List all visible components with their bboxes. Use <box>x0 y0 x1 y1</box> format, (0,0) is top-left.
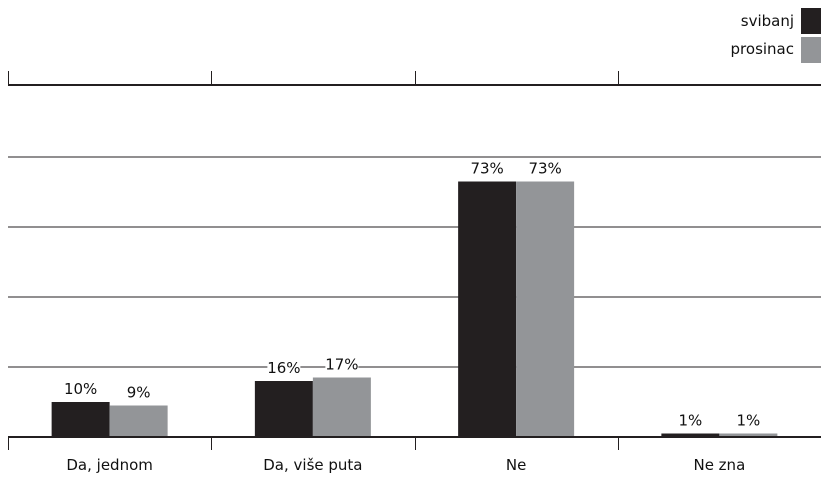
data-label-bg <box>64 379 98 398</box>
bar-prosinac <box>312 377 371 437</box>
bar-prosinac <box>516 181 575 437</box>
data-label-bg <box>126 382 151 402</box>
category-label: Ne zna <box>693 456 745 474</box>
data-label: 16% <box>267 359 300 377</box>
bars <box>51 181 778 437</box>
data-label: 73% <box>470 160 503 178</box>
data-label-bg <box>678 410 703 430</box>
data-labels: 10% 9% 16% 17% 73% 73% 1% 1% <box>64 158 761 430</box>
data-label-bg <box>325 354 359 374</box>
data-label: 1% <box>678 412 702 430</box>
legend-label-prosinac: prosinac <box>731 40 794 58</box>
bar-svibanj <box>51 402 110 437</box>
data-label: 73% <box>528 160 561 178</box>
data-label: 1% <box>736 412 760 430</box>
category-label: Ne <box>506 456 526 474</box>
legend-swatch-svibanj <box>801 8 821 34</box>
data-label: 17% <box>325 356 358 374</box>
legend: svibanj prosinac <box>731 8 821 63</box>
bar-svibanj <box>254 381 313 437</box>
legend-label-svibanj: svibanj <box>741 12 794 30</box>
category-label: Da, jednom <box>66 456 153 474</box>
bar-prosinac <box>109 405 168 437</box>
gridlines <box>8 156 821 368</box>
legend-swatch-prosinac <box>801 37 821 63</box>
category-label: Da, više puta <box>263 456 362 474</box>
bar-svibanj <box>661 433 720 437</box>
x-axis: Da, jednom Da, više puta Ne Ne zna <box>8 71 821 474</box>
data-label-bg <box>470 158 504 178</box>
data-label-bg <box>267 358 301 377</box>
data-label-bg <box>736 410 761 430</box>
data-label: 10% <box>64 380 97 398</box>
data-label-bg <box>528 158 562 178</box>
data-label: 9% <box>127 384 151 402</box>
bar-prosinac <box>719 433 778 437</box>
bar-svibanj <box>458 181 517 437</box>
